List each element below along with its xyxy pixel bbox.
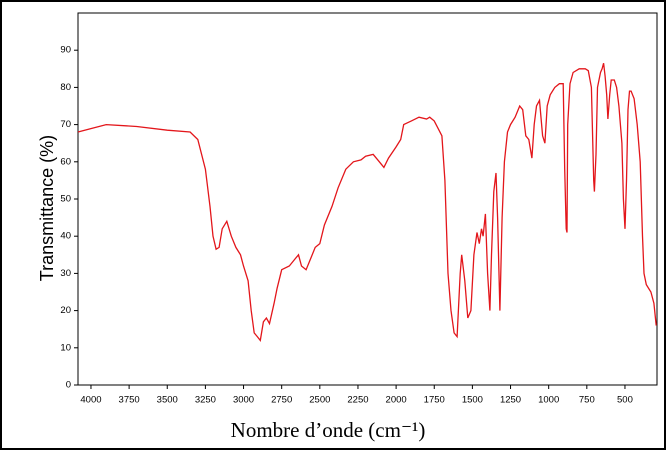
x-tick-label: 3250 — [195, 395, 216, 406]
x-tick-label: 1750 — [424, 395, 445, 406]
y-tick-label: 0 — [66, 380, 71, 391]
x-tick-label: 750 — [579, 395, 595, 406]
x-tick-label: 1250 — [500, 395, 521, 406]
y-axis-label: Transmittance (%) — [37, 135, 57, 281]
x-axis-label: Nombre d’onde (cm⁻¹) — [231, 418, 426, 442]
plot-area — [77, 12, 658, 386]
x-tick-label: 3750 — [119, 395, 140, 406]
y-tick-label: 20 — [60, 305, 71, 316]
y-tick-label: 40 — [60, 231, 71, 242]
x-tick-label: 1000 — [538, 395, 559, 406]
y-tick-label: 30 — [60, 268, 71, 279]
x-tick-label: 2750 — [271, 395, 292, 406]
y-tick-label: 90 — [60, 45, 71, 56]
y-tick-label: 10 — [60, 342, 71, 353]
y-tick-label: 60 — [60, 156, 71, 167]
x-tick-label: 2000 — [386, 395, 407, 406]
x-tick-label: 4000 — [80, 395, 101, 406]
x-tick-label: 1500 — [462, 395, 483, 406]
x-tick-label: 500 — [617, 395, 633, 406]
spectrum-line — [77, 63, 657, 342]
x-tick-label: 3500 — [157, 395, 178, 406]
x-tick-label: 3000 — [233, 395, 254, 406]
y-tick-label: 50 — [60, 194, 71, 205]
y-tick-label: 80 — [60, 82, 71, 93]
x-tick-label: 2500 — [309, 395, 330, 406]
y-tick-label: 70 — [60, 119, 71, 130]
x-tick-label: 2250 — [347, 395, 368, 406]
